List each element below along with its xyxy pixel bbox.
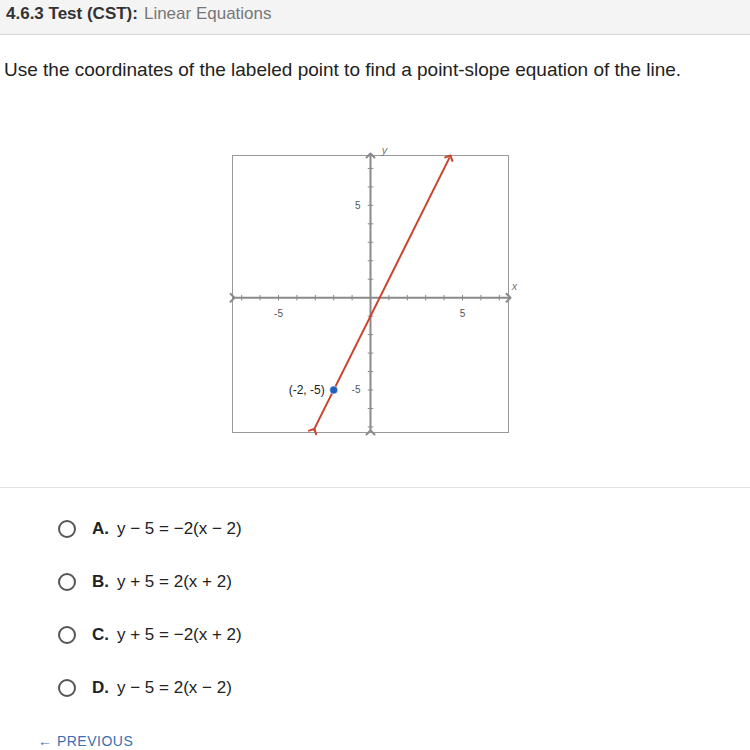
html-text:C.: C. <box>92 625 109 644</box>
svg-text:5: 5 <box>355 200 361 211</box>
svg-text:5: 5 <box>460 308 466 319</box>
html-text:A.: A. <box>92 519 109 538</box>
svg-text:-5: -5 <box>352 384 361 395</box>
html-text:B.: B. <box>92 572 109 591</box>
svg-text:(-2, -5): (-2, -5) <box>289 383 325 397</box>
html-text:y + 5 = −2(x + 2): y + 5 = −2(x + 2) <box>117 625 242 644</box>
html-text:Use the coordinates of the lab: Use the coordinates of the labeled point… <box>4 59 682 80</box>
html-text:4.6.3 Test (CST): Linear Equat: 4.6.3 Test (CST): Linear Equations <box>6 4 272 23</box>
html-text:← PREVIOUS: ← PREVIOUS <box>38 733 134 749</box>
html-text:D.: D. <box>92 678 109 697</box>
svg-text:y: y <box>381 144 389 156</box>
svg-text:x: x <box>511 280 518 292</box>
html-text:y − 5 = 2(x − 2): y − 5 = 2(x − 2) <box>117 678 232 697</box>
html-text:y − 5 = −2(x − 2): y − 5 = −2(x − 2) <box>117 519 242 538</box>
svg-text:-5: -5 <box>274 308 283 319</box>
html-text:y + 5 = 2(x + 2): y + 5 = 2(x + 2) <box>117 572 232 591</box>
